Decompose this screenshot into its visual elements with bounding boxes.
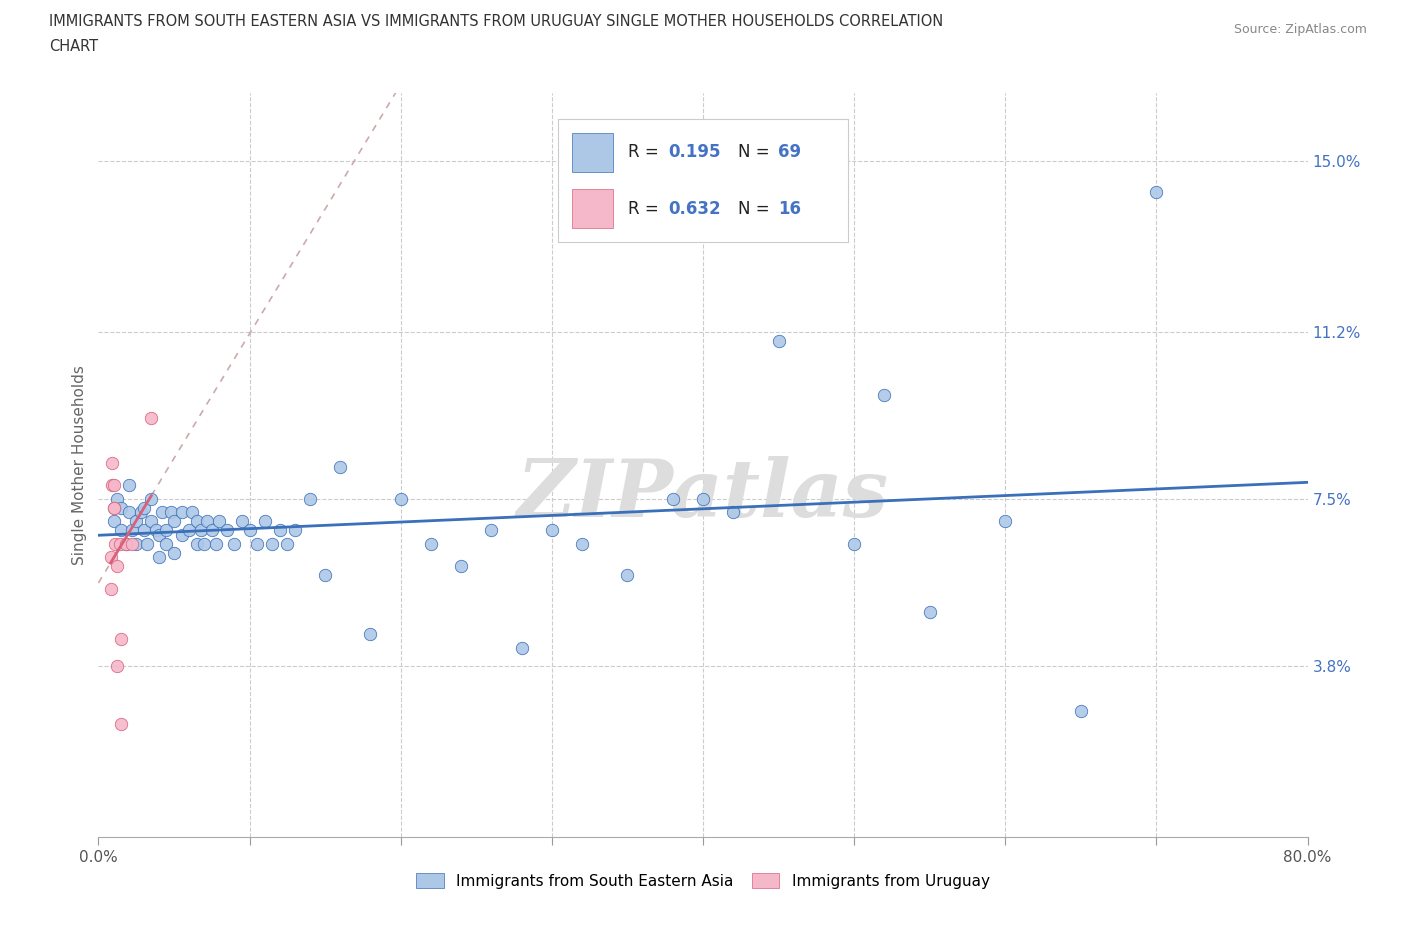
Text: IMMIGRANTS FROM SOUTH EASTERN ASIA VS IMMIGRANTS FROM URUGUAY SINGLE MOTHER HOUS: IMMIGRANTS FROM SOUTH EASTERN ASIA VS IM… xyxy=(49,14,943,29)
Point xyxy=(215,523,238,538)
Point xyxy=(420,537,443,551)
Point xyxy=(193,537,215,551)
Point xyxy=(104,537,127,551)
Point xyxy=(276,537,298,551)
Point xyxy=(201,523,224,538)
Point xyxy=(205,537,228,551)
Point xyxy=(132,500,155,515)
Point xyxy=(571,537,593,551)
Point xyxy=(125,537,148,551)
Point xyxy=(269,523,291,538)
Point xyxy=(110,500,132,515)
Point xyxy=(155,523,177,538)
Point xyxy=(360,627,382,642)
Point xyxy=(132,523,155,538)
Point xyxy=(110,717,132,732)
Point xyxy=(246,537,269,551)
Point xyxy=(103,500,125,515)
Point xyxy=(103,500,125,515)
Point xyxy=(692,491,714,506)
Point xyxy=(239,523,262,538)
Point xyxy=(148,550,170,565)
Point xyxy=(844,537,866,551)
Point xyxy=(114,537,136,551)
Point xyxy=(114,537,136,551)
Point xyxy=(141,514,163,529)
Point xyxy=(616,568,638,583)
Point xyxy=(103,514,125,529)
Point xyxy=(170,505,193,520)
Point xyxy=(284,523,307,538)
Point xyxy=(186,514,208,529)
Point xyxy=(118,505,141,520)
Point xyxy=(231,514,253,529)
Point xyxy=(145,523,167,538)
Point xyxy=(105,491,128,506)
Legend: Immigrants from South Eastern Asia, Immigrants from Uruguay: Immigrants from South Eastern Asia, Immi… xyxy=(409,866,997,897)
Point xyxy=(103,478,125,493)
Point xyxy=(195,514,218,529)
Point xyxy=(179,523,201,538)
Point xyxy=(389,491,412,506)
Point xyxy=(125,514,148,529)
Text: ZIPatlas: ZIPatlas xyxy=(517,456,889,534)
Point xyxy=(994,514,1017,529)
Point xyxy=(768,334,790,349)
Text: CHART: CHART xyxy=(49,39,98,54)
Point xyxy=(723,505,745,520)
Point xyxy=(253,514,276,529)
Point xyxy=(190,523,212,538)
Point xyxy=(510,640,533,655)
Point xyxy=(141,410,163,425)
Point xyxy=(918,604,941,619)
Point xyxy=(1144,185,1167,200)
Point xyxy=(1070,703,1092,718)
Point xyxy=(314,568,336,583)
Point xyxy=(121,523,143,538)
Point xyxy=(160,505,183,520)
Text: Source: ZipAtlas.com: Source: ZipAtlas.com xyxy=(1233,23,1367,36)
Point xyxy=(181,505,204,520)
Point xyxy=(100,581,122,596)
Point xyxy=(873,388,896,403)
Y-axis label: Single Mother Households: Single Mother Households xyxy=(72,365,87,565)
Point xyxy=(208,514,231,529)
Point xyxy=(118,478,141,493)
Point xyxy=(329,459,352,474)
Point xyxy=(224,537,246,551)
Point xyxy=(450,559,472,574)
Point xyxy=(141,491,163,506)
Point xyxy=(163,514,186,529)
Point xyxy=(135,537,157,551)
Point xyxy=(170,527,193,542)
Point xyxy=(110,631,132,646)
Point xyxy=(108,537,131,551)
Point xyxy=(129,505,152,520)
Point xyxy=(186,537,208,551)
Point xyxy=(481,523,503,538)
Point xyxy=(299,491,322,506)
Point xyxy=(100,550,122,565)
Point xyxy=(101,478,124,493)
Point xyxy=(540,523,562,538)
Point xyxy=(148,527,170,542)
Point xyxy=(121,537,143,551)
Point xyxy=(155,537,177,551)
Point xyxy=(105,559,128,574)
Point xyxy=(105,658,128,673)
Point xyxy=(101,456,124,471)
Point xyxy=(262,537,284,551)
Point xyxy=(163,546,186,561)
Point xyxy=(110,523,132,538)
Point xyxy=(150,505,173,520)
Point xyxy=(661,491,683,506)
